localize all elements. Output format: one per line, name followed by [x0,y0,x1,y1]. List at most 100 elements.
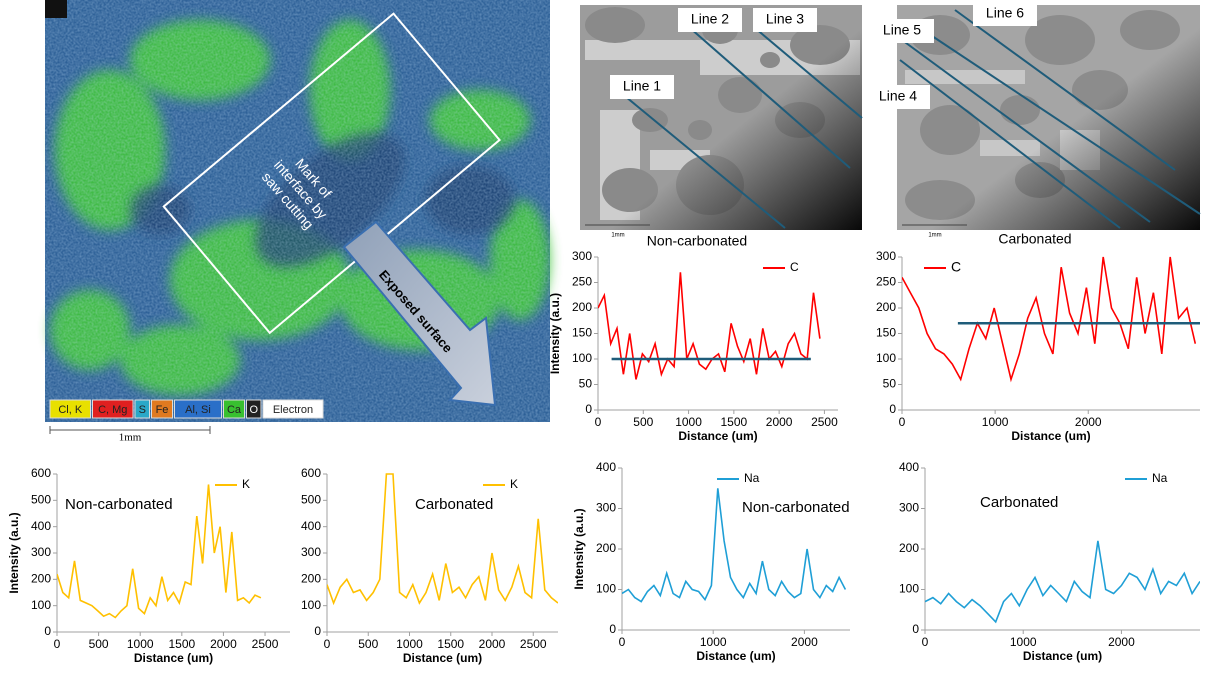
y-tick-label: 300 [899,501,919,515]
y-tick-label: 200 [301,572,321,586]
y-tick-label: 0 [912,622,919,636]
data-line [327,474,558,603]
x-tick-label: 2500 [811,415,838,429]
legend-label: C [951,259,961,275]
y-tick-label: 400 [899,460,919,474]
y-tick-label: 100 [572,351,592,365]
x-tick-label: 1500 [168,637,195,651]
x-tick-label: 2000 [1108,635,1135,649]
x-tick-label: 2500 [252,637,279,651]
x-tick-label: 2000 [479,637,506,651]
annotation: Carbonated [980,494,1058,511]
x-tick-label: 1500 [720,415,747,429]
x-tick-label: 1000 [1010,635,1037,649]
image-caption: Non-carbonated [647,233,747,249]
data-line [925,541,1200,622]
legend-label: C [790,260,799,274]
x-tick-label: 1000 [982,415,1009,429]
legend-chip-label: Al, Si [185,404,211,416]
x-tick-label: 2000 [766,415,793,429]
y-tick-label: 600 [31,466,51,480]
y-tick-label: 0 [585,402,592,416]
y-tick-label: 300 [301,545,321,559]
y-axis-title: Intensity (a.u.) [572,508,586,589]
x-tick-label: 0 [922,635,929,649]
line-label: Line 2 [691,11,729,27]
y-tick-label: 0 [314,624,321,638]
y-axis-title: Intensity (a.u.) [7,512,21,593]
y-tick-label: 200 [572,300,592,314]
scale-label: 1mm [119,432,142,444]
x-tick-label: 1000 [396,637,423,651]
map-corner [45,0,67,18]
y-tick-label: 150 [572,326,592,340]
x-tick-label: 1000 [127,637,154,651]
y-tick-label: 100 [31,598,51,612]
y-tick-label: 200 [596,541,616,555]
x-axis-title: Distance (um) [696,649,775,663]
y-tick-label: 100 [876,351,896,365]
x-axis-title: Distance (um) [403,651,482,665]
y-tick-label: 250 [876,275,896,289]
x-tick-label: 2000 [1075,415,1102,429]
x-tick-label: 1500 [437,637,464,651]
annotation: Non-carbonated [742,499,850,516]
x-tick-label: 0 [595,415,602,429]
legend-label: Na [744,471,760,485]
y-tick-label: 200 [899,541,919,555]
annotation: Non-carbonated [65,496,173,513]
y-tick-label: 200 [31,572,51,586]
y-tick-label: 0 [44,624,51,638]
data-line [902,257,1195,379]
y-tick-label: 500 [31,493,51,507]
legend-chip-label: Cl, K [58,404,83,416]
x-axis-title: Distance (um) [134,651,213,665]
y-tick-label: 0 [609,622,616,636]
x-tick-label: 500 [633,415,653,429]
x-tick-label: 1000 [700,635,727,649]
x-tick-label: 0 [619,635,626,649]
y-tick-label: 300 [876,249,896,263]
x-tick-label: 0 [54,637,61,651]
y-tick-label: 100 [899,582,919,596]
y-tick-label: 50 [883,377,897,391]
x-axis-title: Distance (um) [1023,649,1102,663]
x-axis-title: Distance (um) [678,429,757,443]
image-caption: Carbonated [998,231,1071,247]
x-axis-title: Distance (um) [1011,429,1090,443]
x-tick-label: 500 [358,637,378,651]
y-axis-title: Intensity (a.u.) [548,293,562,374]
y-tick-label: 500 [301,493,321,507]
x-tick-label: 2000 [210,637,237,651]
y-tick-label: 600 [301,466,321,480]
x-tick-label: 2000 [791,635,818,649]
scale-label: 1mm [928,233,941,239]
y-tick-label: 300 [31,545,51,559]
legend-chip-label: Fe [156,404,169,416]
legend-label: K [510,477,518,491]
x-tick-label: 500 [89,637,109,651]
line-label: Line 1 [623,78,661,94]
x-tick-label: 0 [899,415,906,429]
annotation: Carbonated [415,496,493,513]
y-tick-label: 300 [572,249,592,263]
x-tick-label: 2500 [520,637,547,651]
legend-label: K [242,477,250,491]
legend-chip-label: O [249,404,258,416]
y-tick-label: 400 [31,519,51,533]
legend-chip-label: Ca [227,404,242,416]
line-label: Line 3 [766,11,804,27]
y-tick-label: 0 [889,402,896,416]
x-tick-label: 0 [324,637,331,651]
y-tick-label: 100 [596,582,616,596]
line-label: Line 4 [879,88,917,104]
y-tick-label: 150 [876,326,896,340]
x-tick-label: 1000 [675,415,702,429]
line-label: Line 5 [883,22,921,38]
y-tick-label: 200 [876,300,896,314]
scale-label: 1mm [611,233,624,239]
data-line [598,272,820,379]
legend-chip-label: S [139,404,146,416]
y-tick-label: 400 [301,519,321,533]
